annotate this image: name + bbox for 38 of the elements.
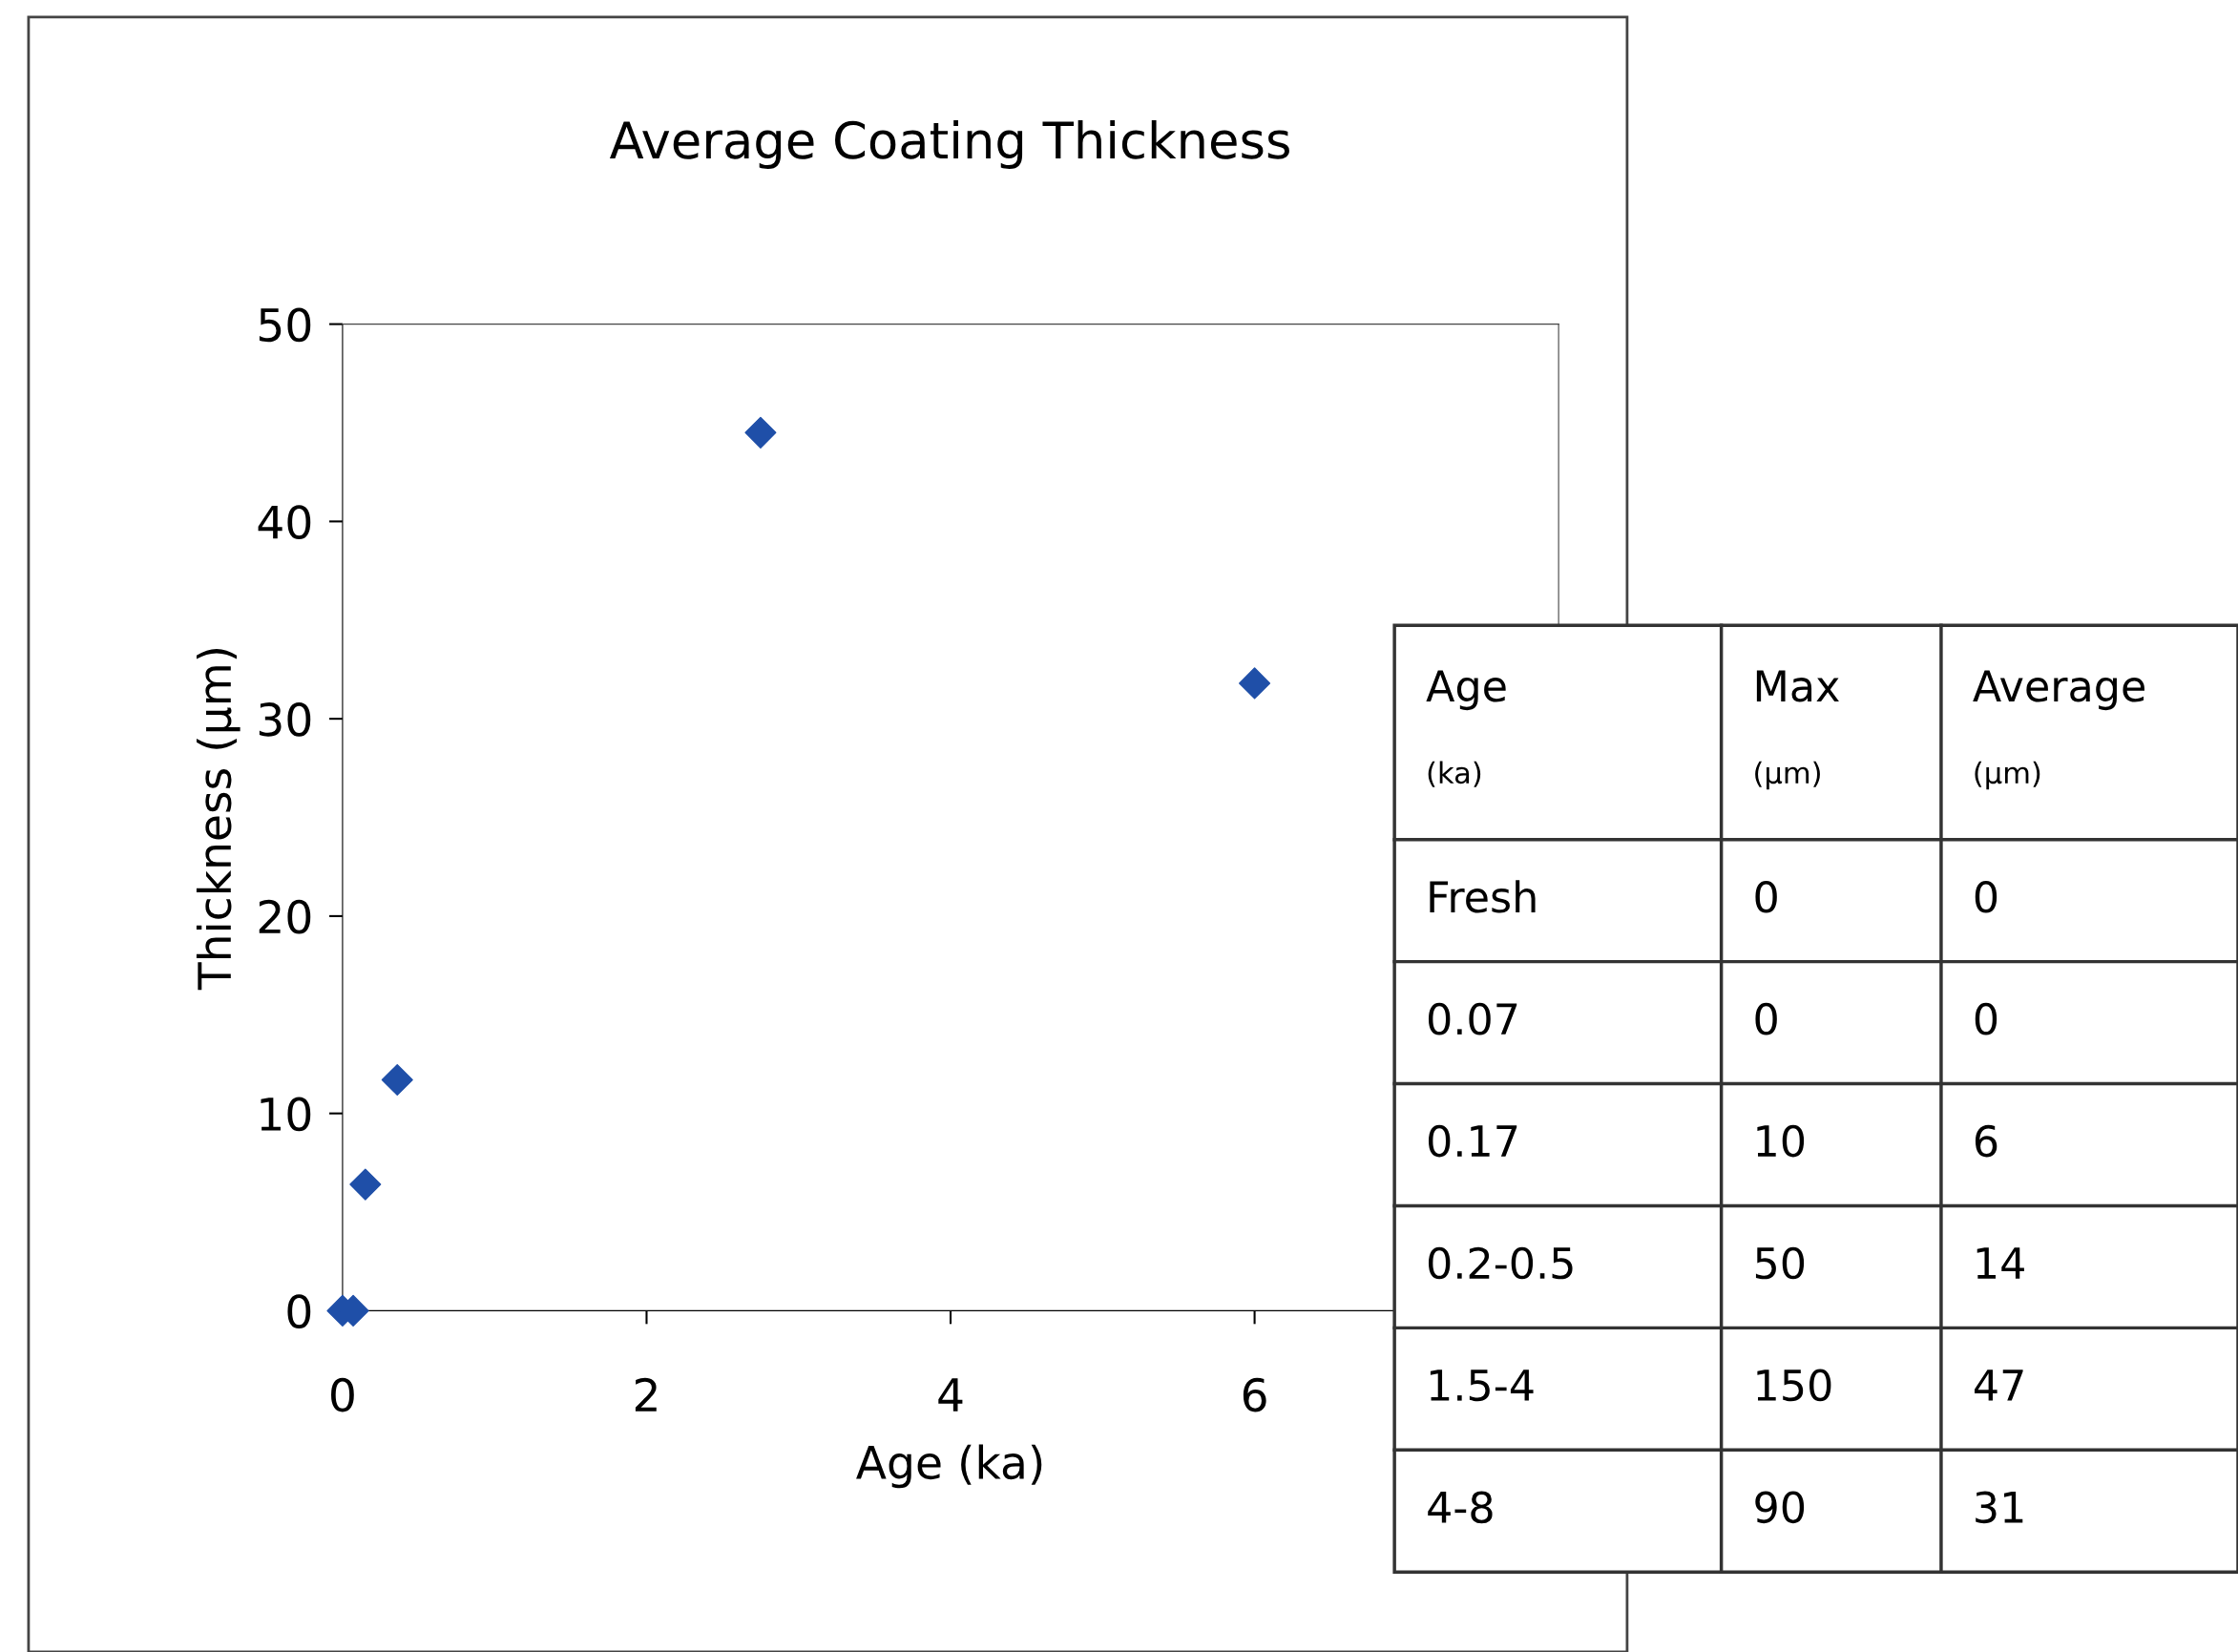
x-tick-label: 4 xyxy=(938,1378,963,1412)
annotation: 0.17 xyxy=(1428,1124,1517,1158)
y-axis-title: Thickness (µm) xyxy=(196,648,241,991)
point xyxy=(381,1063,413,1097)
point xyxy=(1239,667,1271,700)
text: 0 xyxy=(1755,880,1777,913)
text: 0 xyxy=(1755,1002,1777,1035)
text: 14 xyxy=(1977,1247,2024,1279)
y-tick-label: 20 xyxy=(259,899,311,934)
x-tick-label: 0 xyxy=(331,1377,354,1412)
x-axis-title: Age (ka) xyxy=(856,1444,1042,1489)
text: 10 xyxy=(1757,1124,1805,1158)
text: Age (ka) xyxy=(1426,670,1506,787)
x-tick-label: 6 xyxy=(1243,1377,1266,1412)
annotation: 0.2-0.5 xyxy=(1428,1246,1573,1280)
chart-title: Average Coating Thickness xyxy=(609,119,1289,169)
y-tick-label: 50 xyxy=(259,307,311,343)
text: 6 xyxy=(1975,1124,1997,1158)
text: 47 xyxy=(1975,1370,2023,1401)
text: 0 xyxy=(1975,1002,1997,1035)
point xyxy=(744,416,777,449)
x-tick-label: 2 xyxy=(635,1377,657,1412)
point xyxy=(349,1168,382,1201)
annotation: Fresh xyxy=(1430,880,1536,913)
text: Max (µm) xyxy=(1755,670,1839,790)
text: 31 xyxy=(1976,1491,2023,1524)
text: 0 xyxy=(1975,880,1997,913)
y-tick-label: 10 xyxy=(261,1097,311,1132)
y-tick-label: 0 xyxy=(287,1294,311,1329)
text: 1.5-4 xyxy=(1430,1370,1534,1402)
y-tick-label: 40 xyxy=(258,505,311,539)
text: Average (µm) xyxy=(1973,670,2144,790)
annotation: 0.07 xyxy=(1428,1002,1517,1035)
text: 90 xyxy=(1755,1491,1805,1524)
text: 50 xyxy=(1755,1246,1805,1280)
y-tick-label: 30 xyxy=(259,702,311,737)
text: 4-8 xyxy=(1428,1491,1493,1524)
text: 150 xyxy=(1757,1369,1831,1402)
